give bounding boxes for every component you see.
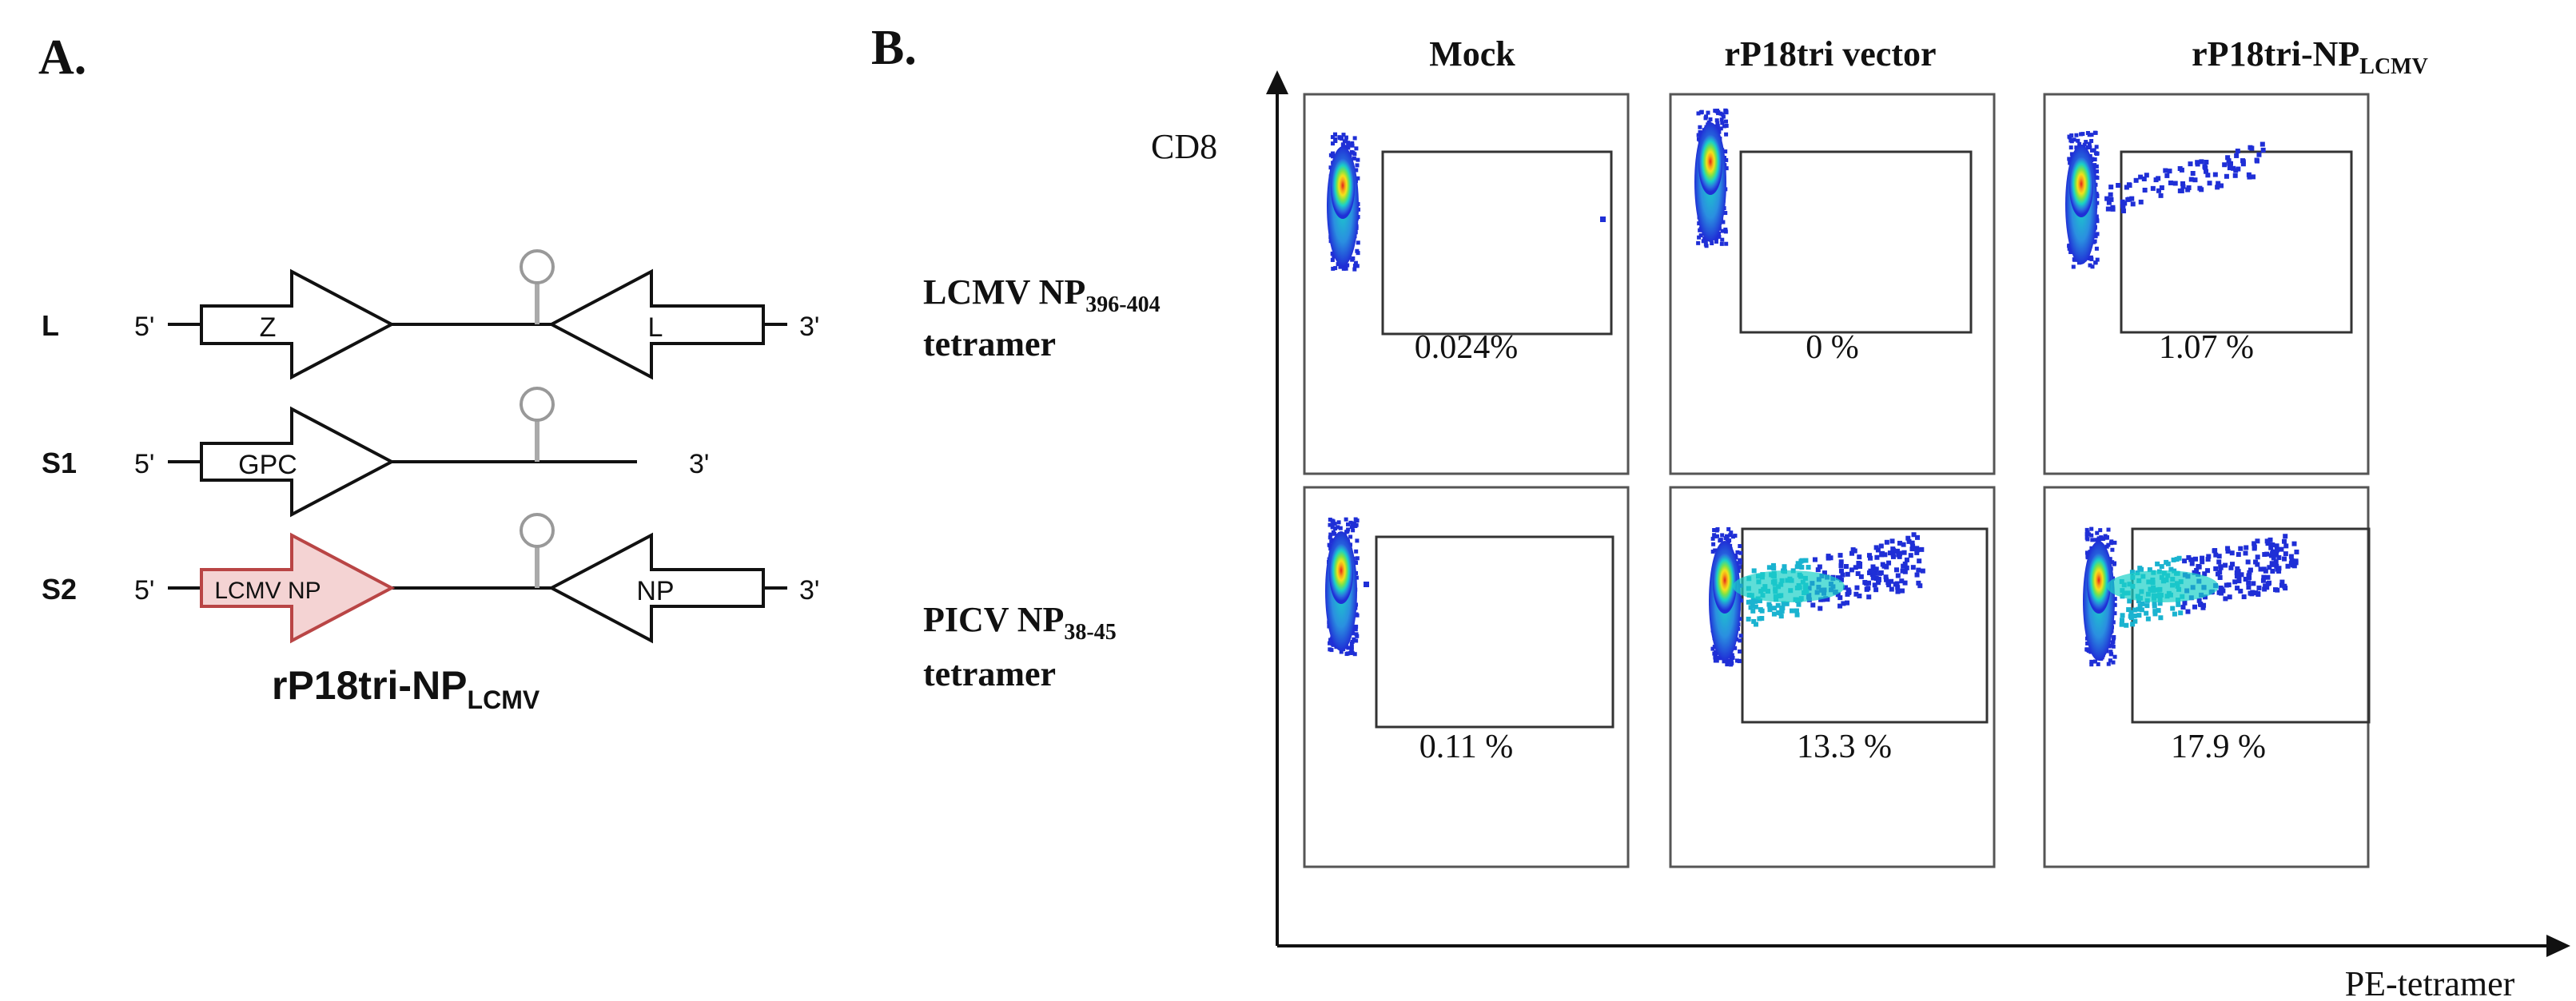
plot-panel-picv-mock: 0.11 % xyxy=(1303,486,1630,868)
positive-population-density xyxy=(1733,570,1845,602)
plot-panel-lcmv-vector: 0 % xyxy=(1669,93,1996,475)
segment-l-three-prime: 3' xyxy=(799,312,819,342)
gate-rectangle xyxy=(1381,150,1613,336)
segment-s1: S1 5' GPC 3' xyxy=(42,387,709,518)
stray-event xyxy=(1364,582,1369,587)
segment-s2-name: S2 xyxy=(42,573,77,606)
segment-l-five-prime: 5' xyxy=(134,312,154,342)
population-core xyxy=(1329,543,1353,604)
population-core xyxy=(1331,158,1355,219)
plot-frame xyxy=(2043,93,2370,475)
gate-percentage: 0 % xyxy=(1806,329,1859,366)
plot-panel-lcmv-np-lcmv: 1.07 % xyxy=(2043,93,2370,475)
gate-percentage: 0.11 % xyxy=(1419,729,1513,765)
gpc-gene-arrow xyxy=(200,406,396,518)
x-axis-arrowhead xyxy=(2546,935,2570,957)
plot-grid: 0.024% 0 % 1.07 % 0.11 % 13.3 % 17.9 % xyxy=(1303,93,2371,868)
plot-panel-picv-vector: 13.3 % xyxy=(1669,486,1996,868)
plot-frame xyxy=(1303,486,1630,868)
panel-b: B. Mock rP18tri vector rP18tri-NPLCMV CD… xyxy=(871,21,2570,1001)
gate-percentage: 1.07 % xyxy=(2159,329,2254,366)
gpc-gene-label: GPC xyxy=(238,450,297,480)
plot-panel-lcmv-mock: 0.024% xyxy=(1303,93,1630,475)
row-label-lcmv-sub: 396-404 xyxy=(1085,292,1160,317)
column-header-np-lcmv: rP18tri-NPLCMV xyxy=(2192,34,2428,79)
gate-rectangle xyxy=(1375,535,1614,729)
axes xyxy=(1266,70,2570,957)
row-label-lcmv-main: LCMV NP xyxy=(923,272,1085,312)
column-header-np-lcmv-sub: LCMV xyxy=(2359,54,2428,79)
plot-frame xyxy=(1303,93,1630,475)
segment-s2-hairpin xyxy=(520,513,555,548)
stray-event xyxy=(1600,216,1606,222)
gate-rectangle xyxy=(1741,527,1989,724)
population-core xyxy=(1698,134,1722,195)
panel-a-label: A. xyxy=(38,30,86,85)
row-label-picv-sub: 38-45 xyxy=(1064,620,1116,645)
segment-s2-three-prime: 3' xyxy=(799,575,819,606)
segment-s1-hairpin xyxy=(520,387,555,422)
row-label-lcmv-line2: tetramer xyxy=(923,324,1056,363)
plot-frame xyxy=(2043,486,2370,868)
segment-l-hairpin xyxy=(520,249,555,284)
segment-s2-five-prime: 5' xyxy=(134,575,154,606)
gate-percentage: 17.9 % xyxy=(2171,729,2266,765)
segment-l-name: L xyxy=(42,309,59,342)
row-label-picv-main: PICV NP xyxy=(923,600,1064,639)
y-axis-arrowhead xyxy=(1266,70,1288,94)
panel-b-label: B. xyxy=(871,21,917,75)
z-gene-arrow xyxy=(200,268,396,380)
population-core xyxy=(2087,553,2111,614)
row-label-picv-line1: PICV NP38-45 xyxy=(923,600,1117,645)
construct-title: rP18tri-NPLCMV xyxy=(272,663,540,714)
segment-s1-three-prime: 3' xyxy=(689,449,709,479)
column-header-mock: Mock xyxy=(1429,34,1515,73)
gate-percentage: 13.3 % xyxy=(1797,729,1892,765)
z-gene-label: Z xyxy=(260,312,277,343)
population-core xyxy=(1713,553,1737,614)
population-core xyxy=(2069,157,2093,217)
row-label-picv-line2: tetramer xyxy=(923,654,1056,693)
construct-title-sub: LCMV xyxy=(468,685,540,714)
plot-panel-picv-np-lcmv: 17.9 % xyxy=(2043,486,2371,868)
x-axis-label: PE-tetramer xyxy=(2345,964,2515,1001)
row-label-lcmv-line1: LCMV NP396-404 xyxy=(923,272,1161,317)
positive-population-density xyxy=(2107,570,2219,602)
lcmv-np-gene-arrow xyxy=(200,532,396,644)
l-gene-label: L xyxy=(648,312,663,343)
segment-s1-name: S1 xyxy=(42,447,77,479)
column-header-np-lcmv-main: rP18tri-NP xyxy=(2192,34,2359,73)
segment-s1-five-prime: 5' xyxy=(134,449,154,479)
np-gene-arrow xyxy=(547,532,765,644)
panel-a: A. L 5' Z L 3' S1 5' GPC 3' S2 xyxy=(38,30,819,714)
gate-percentage: 0.024% xyxy=(1415,329,1519,366)
column-header-vector: rP18tri vector xyxy=(1724,34,1936,73)
y-axis-label: CD8 xyxy=(1151,127,1217,166)
l-gene-arrow xyxy=(547,268,765,380)
lcmv-np-gene-label: LCMV NP xyxy=(214,578,321,604)
gate-rectangle xyxy=(1739,150,1973,334)
plot-frame xyxy=(1669,486,1996,868)
segment-s2: S2 5' LCMV NP NP 3' xyxy=(42,513,819,644)
np-gene-label: NP xyxy=(636,576,674,606)
construct-title-main: rP18tri-NP xyxy=(272,663,468,708)
segment-l: L 5' Z L 3' xyxy=(42,249,819,380)
